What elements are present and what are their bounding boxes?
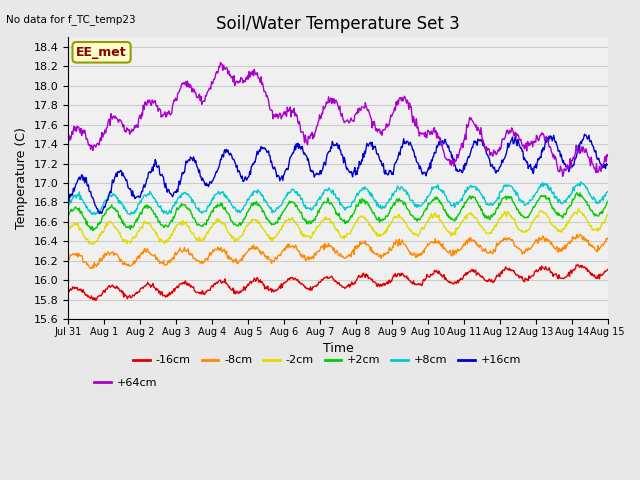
Y-axis label: Temperature (C): Temperature (C)	[15, 127, 28, 229]
X-axis label: Time: Time	[323, 342, 353, 355]
Text: EE_met: EE_met	[76, 46, 127, 59]
Title: Soil/Water Temperature Set 3: Soil/Water Temperature Set 3	[216, 15, 460, 33]
Legend: +64cm: +64cm	[90, 373, 161, 392]
Text: No data for f_TC_temp23: No data for f_TC_temp23	[6, 14, 136, 25]
